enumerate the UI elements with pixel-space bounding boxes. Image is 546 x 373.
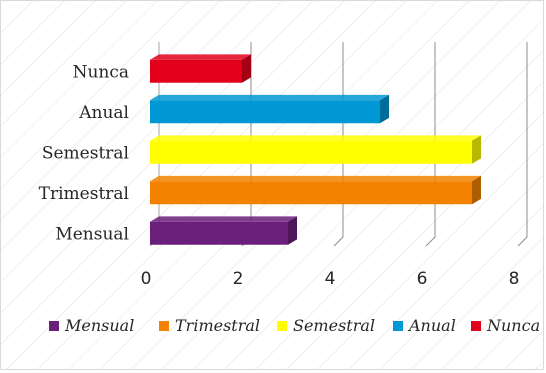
x-tick-label: 8 — [509, 269, 520, 289]
legend-entry-semestral: Semestral — [277, 316, 375, 335]
legend-label: Trimestral — [175, 316, 260, 335]
chart-bars — [150, 54, 481, 245]
legend-entry-nunca: Nunca — [471, 316, 540, 335]
legend-label: Nunca — [486, 316, 540, 335]
gridline — [517, 42, 528, 247]
x-tick-labels: 0 2 4 6 8 — [141, 269, 520, 289]
x-tick-label: 6 — [417, 269, 428, 289]
category-labels: Mensual Trimestral Semestral Anual Nunca — [39, 62, 129, 244]
legend-label: Semestral — [293, 316, 375, 335]
gridline — [425, 42, 436, 247]
category-label: Mensual — [55, 224, 129, 244]
category-label: Anual — [78, 103, 129, 123]
legend-label: Anual — [407, 316, 456, 335]
x-tick-label: 4 — [325, 269, 336, 289]
chart-legend: Mensual Trimestral Semestral Anual Nunca — [49, 316, 540, 335]
legend-swatch — [159, 321, 169, 331]
bar-mensual — [150, 216, 297, 245]
legend-swatch — [49, 321, 59, 331]
category-label: Trimestral — [39, 184, 129, 204]
x-tick-label: 0 — [141, 269, 152, 289]
legend-entry-anual: Anual — [393, 316, 456, 335]
bar-anual — [150, 94, 389, 124]
x-tick-label: 2 — [233, 269, 244, 289]
legend-label: Mensual — [64, 316, 134, 335]
bar-semestral — [150, 135, 481, 164]
bar-nunca — [150, 54, 251, 83]
legend-entry-trimestral: Trimestral — [159, 316, 260, 335]
legend-swatch — [393, 321, 403, 331]
bar-trimestral — [150, 175, 481, 205]
legend-swatch — [277, 321, 287, 331]
category-label: Nunca — [73, 62, 129, 82]
legend-swatch — [471, 321, 481, 331]
category-label: Semestral — [42, 143, 129, 163]
legend-entry-mensual: Mensual — [49, 316, 134, 335]
